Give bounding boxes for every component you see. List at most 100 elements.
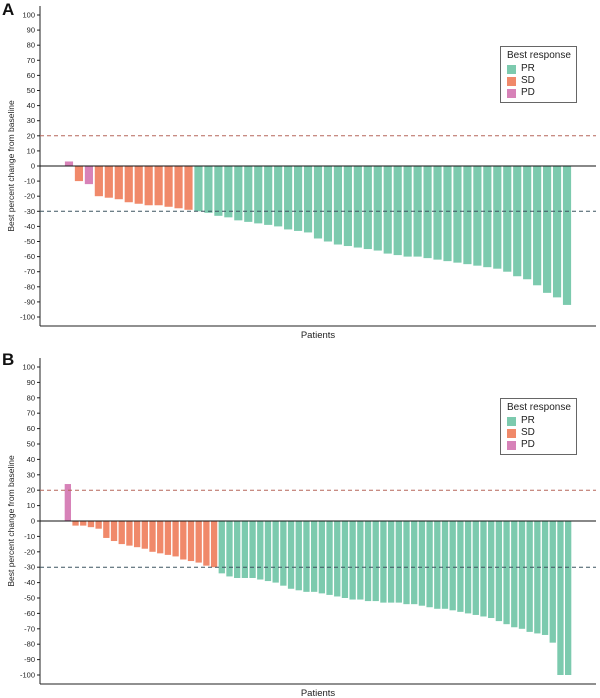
bar-pr-49 — [434, 521, 441, 609]
bar-pr-30 — [353, 166, 362, 248]
panel-a: A 100 90 80 70 60 50 40 30 20 10 0 -10 -20 -30 -40 -50-… — [0, 0, 600, 348]
bar-pr-27 — [323, 166, 333, 242]
bar-pr-44 — [493, 166, 502, 269]
legend-label: PR — [521, 63, 535, 74]
bar-pr-30 — [287, 521, 295, 589]
y-tick-label: 50 — [27, 86, 35, 95]
bar-pr-22 — [226, 521, 233, 577]
bar-pr-18 — [234, 166, 243, 221]
bar-pr-20 — [254, 166, 263, 224]
bar-pr-48 — [426, 521, 433, 608]
bar-pr-41 — [463, 166, 472, 265]
y-tick-label: 90 — [27, 26, 35, 35]
bar-pr-28 — [333, 166, 343, 245]
bar-sd-10 — [154, 166, 163, 206]
y-tick-label: 100 — [22, 363, 35, 372]
y-axis-label: Best percent change from baseline — [6, 100, 16, 232]
bar-pr-42 — [380, 521, 387, 603]
bar-sd-9 — [144, 166, 153, 206]
y-tick-label: -20 — [24, 547, 35, 556]
x-axis-label: Patients — [301, 688, 336, 698]
bar-pr-44 — [395, 521, 402, 603]
y-tick-label: 70 — [27, 56, 35, 65]
bar-pr-34 — [393, 166, 402, 256]
bar-pr-29 — [280, 521, 287, 586]
y-tick-label: 0 — [31, 517, 35, 526]
y-tick-label: 40 — [27, 101, 35, 110]
bar-pr-60 — [518, 521, 526, 629]
legend-title: Best response — [507, 402, 571, 413]
legend-item-pr: PR — [507, 63, 571, 75]
bar-sd-7 — [110, 521, 118, 542]
bar-pr-37 — [423, 166, 432, 259]
bar-sd-4 — [94, 166, 103, 197]
y-tick-label: -100 — [20, 671, 35, 680]
bar-sd-12 — [174, 166, 183, 209]
y-tick-label: -100 — [20, 313, 35, 322]
bar-sd-10 — [133, 521, 141, 548]
bar-pr-62 — [534, 521, 541, 634]
y-tick-label: -10 — [24, 532, 35, 541]
bar-pr-58 — [503, 521, 510, 625]
y-tick-label: -10 — [24, 177, 35, 186]
bar-sd-6 — [114, 166, 123, 200]
legend-title: Best response — [507, 50, 571, 61]
bar-pr-32 — [373, 166, 382, 251]
bar-sd-8 — [118, 521, 125, 545]
bar-pr-21 — [218, 521, 225, 574]
legend: Best response PR SD PD — [500, 398, 577, 455]
bar-sd-6 — [103, 521, 110, 538]
legend: Best response PR SD PD — [500, 46, 577, 103]
y-tick-label: 30 — [27, 470, 35, 479]
bar-pr-59 — [511, 521, 518, 628]
bar-pr-34 — [318, 521, 326, 594]
bar-pr-45 — [503, 166, 512, 272]
y-tick-label: -60 — [24, 252, 35, 261]
bar-pr-39 — [357, 521, 364, 600]
bar-pd-1 — [64, 484, 72, 521]
legend-item-sd: SD — [507, 427, 571, 439]
y-tick-label: 80 — [27, 41, 35, 50]
y-tick-label: 50 — [27, 440, 35, 449]
bar-pr-50 — [441, 521, 449, 609]
bar-pr-31 — [363, 166, 372, 250]
panel-letter: B — [2, 350, 15, 369]
bar-sd-19 — [203, 521, 210, 566]
bar-pr-48 — [533, 166, 542, 286]
bar-sd-5 — [95, 521, 102, 529]
legend-item-sd: SD — [507, 75, 571, 87]
bar-pr-45 — [403, 521, 410, 605]
bar-pr-23 — [284, 166, 293, 230]
y-tick-label: 70 — [27, 409, 35, 418]
bar-pr-28 — [272, 521, 279, 583]
bar-pr-64 — [549, 521, 556, 643]
y-tick-label: -40 — [24, 578, 35, 587]
legend-swatch-pd — [507, 440, 516, 450]
y-tick-label: 10 — [27, 146, 35, 155]
legend-label: SD — [521, 75, 535, 86]
bar-pr-22 — [274, 166, 283, 227]
y-tick-label: 40 — [27, 455, 35, 464]
bar-pr-24 — [293, 166, 303, 231]
legend-label: PR — [521, 415, 535, 426]
bar-pr-33 — [310, 521, 318, 592]
legend-item-pr: PR — [507, 415, 571, 427]
bar-sd-14 — [164, 521, 172, 555]
bar-pr-25 — [303, 166, 313, 233]
bar-pr-46 — [513, 166, 522, 277]
bar-pr-54 — [472, 521, 479, 615]
bar-pr-50 — [552, 166, 562, 298]
bar-pr-36 — [413, 166, 422, 257]
y-axis-label: Best percent change from baseline — [6, 455, 16, 587]
legend-label: PD — [521, 87, 535, 98]
bar-sd-11 — [141, 521, 148, 549]
bar-pr-38 — [433, 166, 442, 260]
bar-sd-16 — [180, 521, 187, 560]
bar-pr-31 — [295, 521, 302, 591]
bar-sd-9 — [126, 521, 133, 546]
bar-pr-33 — [383, 166, 392, 254]
y-tick-label: -80 — [24, 282, 35, 291]
bar-pr-57 — [495, 521, 503, 622]
bar-pr-55 — [480, 521, 487, 617]
bar-pr-51 — [449, 521, 456, 611]
